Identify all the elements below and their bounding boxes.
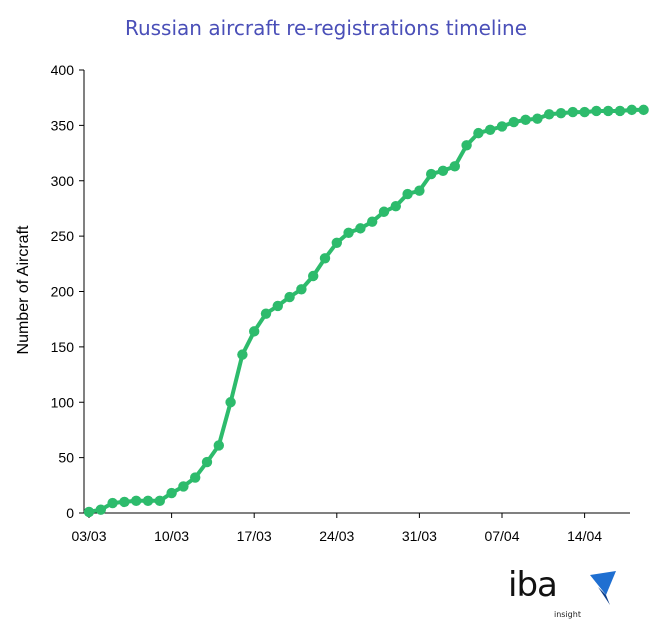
data-point <box>378 206 390 217</box>
data-point <box>131 495 142 507</box>
x-tick-label: 07/04 <box>484 528 519 544</box>
x-tick-label: 10/03 <box>154 528 189 544</box>
y-tick-label: 50 <box>58 450 74 466</box>
data-point <box>555 107 567 119</box>
y-tick-label: 100 <box>51 394 75 410</box>
series-line <box>87 107 646 514</box>
iba-logo: iba insight <box>508 565 620 623</box>
data-point <box>343 227 354 239</box>
data-point <box>154 495 165 507</box>
axes <box>83 70 630 514</box>
data-point <box>201 456 213 468</box>
y-tick-label: 250 <box>51 228 75 244</box>
y-tick-label: 300 <box>51 173 75 189</box>
x-tick-label: 24/03 <box>319 528 354 544</box>
data-point <box>178 481 189 492</box>
data-point <box>237 349 248 360</box>
logo-subtitle: insight <box>554 610 581 619</box>
x-tick-label: 14/04 <box>567 528 602 544</box>
y-axis-title: Number of Aircraft <box>15 225 32 354</box>
data-point <box>520 114 531 126</box>
x-axis-ticks: 03/03 10/03 17/03 24/03 31/03 07/04 14/04 <box>71 513 602 544</box>
data-point <box>142 495 154 507</box>
data-point <box>485 124 496 136</box>
data-point <box>355 223 366 234</box>
data-point <box>107 497 118 509</box>
data-point <box>496 121 508 132</box>
data-point <box>166 487 177 499</box>
data-point <box>414 185 425 196</box>
y-tick-label: 0 <box>66 505 74 521</box>
data-point <box>213 440 224 451</box>
data-point <box>390 201 401 212</box>
data-point <box>461 140 472 151</box>
data-point <box>437 165 449 176</box>
data-point <box>473 127 484 139</box>
data-point <box>532 113 543 124</box>
y-tick-label: 400 <box>51 62 75 78</box>
data-point <box>260 308 272 319</box>
data-point <box>638 104 649 116</box>
data-point <box>319 253 331 264</box>
data-points <box>83 104 649 518</box>
x-tick-label: 03/03 <box>71 528 106 544</box>
data-point <box>426 168 437 180</box>
data-point <box>579 106 590 118</box>
data-point <box>591 105 602 117</box>
data-point <box>272 300 283 312</box>
data-point <box>614 105 626 117</box>
data-point <box>308 270 319 282</box>
data-point <box>249 326 260 337</box>
data-point <box>567 106 578 118</box>
data-point <box>95 504 107 515</box>
data-point <box>296 284 307 295</box>
data-point <box>331 237 342 248</box>
chart-canvas: 0 50 100 150 200 250 300 350 400 03/03 10/03 17/03… <box>15 62 649 544</box>
y-tick-label: 200 <box>51 284 75 300</box>
data-point <box>626 104 637 116</box>
data-point <box>83 506 95 518</box>
data-point <box>225 397 236 408</box>
chart-title: Russian aircraft re-registrations timeli… <box>124 16 528 40</box>
data-point <box>544 109 555 120</box>
data-point <box>603 105 614 117</box>
y-tick-label: 150 <box>51 339 75 355</box>
data-point <box>402 188 413 200</box>
y-tick-label: 350 <box>51 117 75 133</box>
y-axis-ticks: 0 50 100 150 200 250 300 350 400 <box>51 62 84 521</box>
data-point <box>449 161 460 172</box>
data-point <box>508 116 519 128</box>
data-point <box>119 496 130 508</box>
logo-text: iba <box>508 565 558 605</box>
plane-mark-icon <box>590 571 616 605</box>
data-point <box>190 472 201 483</box>
data-point <box>284 291 295 303</box>
x-tick-label: 17/03 <box>237 528 272 544</box>
data-point <box>367 216 378 227</box>
x-tick-label: 31/03 <box>402 528 437 544</box>
